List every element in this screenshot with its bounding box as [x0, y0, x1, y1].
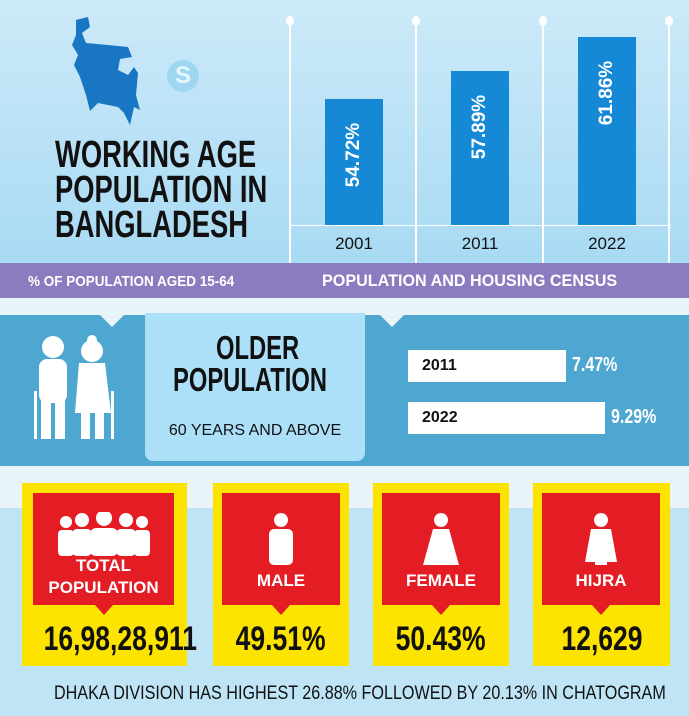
divider-dot — [539, 16, 547, 26]
title-line: WORKING AGE — [55, 134, 257, 176]
notch — [380, 315, 404, 327]
source-label: POPULATION AND HOUSING CENSUS — [322, 271, 618, 290]
divider-dot — [286, 16, 294, 26]
stat-card-value: 50.43% — [396, 620, 486, 658]
older-value: 7.47% — [572, 354, 618, 376]
bangladesh-map-icon — [72, 17, 140, 125]
stat-card-label: HIJRA — [542, 570, 660, 592]
bar-data-label: 61.86% — [596, 60, 617, 126]
x-tick-label: 2022 — [588, 234, 626, 253]
stat-card-label: TOTAL POPULATION — [33, 555, 174, 599]
caption-band — [0, 263, 689, 298]
older-title: OLDER POPULATION — [173, 329, 328, 398]
older-title-box — [145, 313, 365, 461]
stat-card-label: FEMALE — [382, 570, 500, 592]
bar-2001 — [325, 98, 383, 225]
x-tick-label: 2001 — [335, 234, 373, 253]
divider-dot — [412, 16, 420, 26]
male-icon — [269, 513, 293, 565]
card-label-line: TOTAL — [75, 556, 132, 575]
older-value: 9.29% — [610, 406, 657, 428]
footer-note: DHAKA DIVISION HAS HIGHEST 26.88% FOLLOW… — [53, 683, 666, 704]
stat-card-value: 16,98,28,911 — [43, 620, 198, 658]
female-icon — [423, 513, 459, 565]
stat-card-value: 49.51% — [236, 620, 326, 658]
page-title: WORKING AGE POPULATION IN BANGLADESH — [55, 134, 350, 246]
divider-dot — [665, 16, 673, 26]
hijra-icon — [585, 513, 617, 565]
bar-2022 — [578, 36, 636, 225]
card-label-line: POPULATION — [48, 578, 159, 597]
divider — [668, 20, 670, 297]
older-bar-2011 — [408, 350, 567, 382]
older-subtitle: 60 YEARS AND ABOVE — [168, 422, 342, 439]
pointer — [94, 605, 113, 615]
logo: S — [167, 60, 199, 92]
divider — [289, 20, 291, 297]
older-year: 2022 — [422, 409, 458, 426]
pointer — [592, 605, 610, 615]
card-label-line: HIJRA — [575, 571, 627, 590]
elderly-couple-icon — [34, 335, 114, 439]
older-year: 2011 — [422, 357, 457, 374]
title-line: POPULATION IN — [55, 169, 268, 211]
divider — [542, 20, 544, 297]
x-tick-label: 2011 — [461, 234, 499, 253]
subtitle: % OF POPULATION AGED 15-64 — [28, 273, 235, 290]
baseline — [290, 225, 671, 226]
older-bar-2022 — [408, 402, 605, 434]
stat-card-value: 12,629 — [560, 620, 643, 658]
bar-data-label: 54.72% — [343, 122, 364, 188]
group-icon — [57, 512, 150, 556]
stat-card-label: MALE — [222, 570, 340, 592]
bar-data-label: 57.89% — [469, 95, 490, 160]
card-label-line: FEMALE — [406, 571, 476, 590]
pointer — [432, 605, 450, 615]
bar-2011 — [451, 71, 509, 225]
card-label-line: MALE — [256, 571, 306, 590]
notch — [100, 315, 124, 327]
title-line: BANGLADESH — [55, 204, 249, 246]
divider — [415, 20, 417, 297]
pointer — [272, 605, 290, 615]
